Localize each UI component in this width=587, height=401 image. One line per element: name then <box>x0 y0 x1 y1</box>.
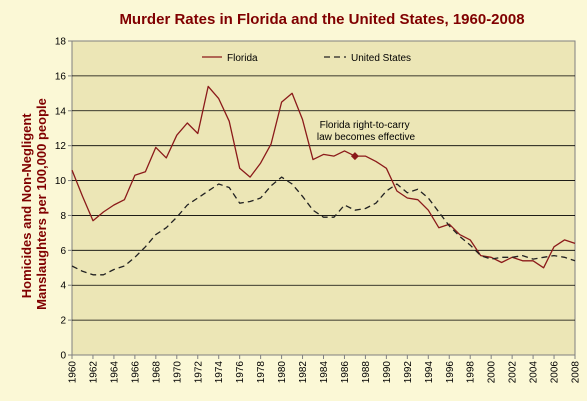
y-tick-label-0: 0 <box>60 351 66 362</box>
y-tick-label-14: 14 <box>55 106 67 117</box>
annotation-line-1: Florida right-to-carry <box>320 120 410 131</box>
x-tick-label-1966: 1966 <box>130 361 141 384</box>
x-tick-label-1986: 1986 <box>340 361 351 384</box>
y-axis-ticks: 0 2 4 6 8 10 12 14 16 18 <box>55 37 72 362</box>
x-tick-label-1976: 1976 <box>235 361 246 384</box>
gridlines <box>72 75 575 321</box>
x-tick-label-1990: 1990 <box>382 361 393 384</box>
x-tick-label-1994: 1994 <box>424 361 435 384</box>
legend-label-florida: Florida <box>227 53 258 64</box>
x-tick-label-1982: 1982 <box>298 361 309 384</box>
plot-area <box>71 40 576 356</box>
annotation-line-2: law becomes effective <box>317 132 416 143</box>
annotation-text: Florida right-to-carry law becomes effec… <box>317 120 416 143</box>
x-tick-label-1970: 1970 <box>172 361 183 384</box>
x-tick-label-2002: 2002 <box>508 361 519 384</box>
legend-label-united-states: United States <box>351 53 411 64</box>
x-tick-label-1960: 1960 <box>68 361 79 384</box>
x-tick-label-2000: 2000 <box>487 361 498 384</box>
legend: Florida United States <box>202 53 411 64</box>
y-axis-label: Homicides and Non-Negligent Manslaughter… <box>19 98 49 310</box>
y-axis-label-line-2: Manslaughters per 100,000 people <box>34 98 49 310</box>
x-tick-label-1984: 1984 <box>319 361 330 384</box>
annotation-marker <box>350 152 359 161</box>
chart-title: Murder Rates in Florida and the United S… <box>119 11 524 28</box>
y-tick-label-8: 8 <box>60 211 66 222</box>
x-tick-label-1968: 1968 <box>151 361 162 384</box>
x-tick-label-1978: 1978 <box>256 361 267 384</box>
series-lines <box>71 85 576 276</box>
x-tick-label-1974: 1974 <box>214 361 225 384</box>
y-tick-label-12: 12 <box>55 141 67 152</box>
x-tick-label-1992: 1992 <box>403 361 414 384</box>
y-tick-label-10: 10 <box>55 176 67 187</box>
x-tick-label-2008: 2008 <box>571 361 582 384</box>
x-tick-label-1980: 1980 <box>277 361 288 384</box>
series-line-florida <box>71 85 576 269</box>
x-tick-label-1964: 1964 <box>109 361 120 384</box>
x-tick-label-1962: 1962 <box>88 361 99 384</box>
y-tick-label-4: 4 <box>60 281 66 292</box>
x-axis-ticks: 1960 1962 1964 1966 1968 1970 1972 1974 1976 1978… <box>68 355 582 383</box>
y-axis-label-line-1: Homicides and Non-Negligent <box>19 113 34 299</box>
y-tick-label-6: 6 <box>60 246 66 257</box>
x-tick-label-1998: 1998 <box>466 361 477 384</box>
y-tick-label-18: 18 <box>55 37 67 48</box>
series-line-united-states <box>71 176 576 276</box>
x-tick-label-1988: 1988 <box>361 361 372 384</box>
x-tick-label-2004: 2004 <box>529 361 540 384</box>
y-tick-label-2: 2 <box>60 316 66 327</box>
x-tick-label-2006: 2006 <box>550 361 561 384</box>
x-tick-label-1972: 1972 <box>193 361 204 384</box>
y-tick-label-16: 16 <box>55 71 67 82</box>
x-tick-label-1996: 1996 <box>445 361 456 384</box>
